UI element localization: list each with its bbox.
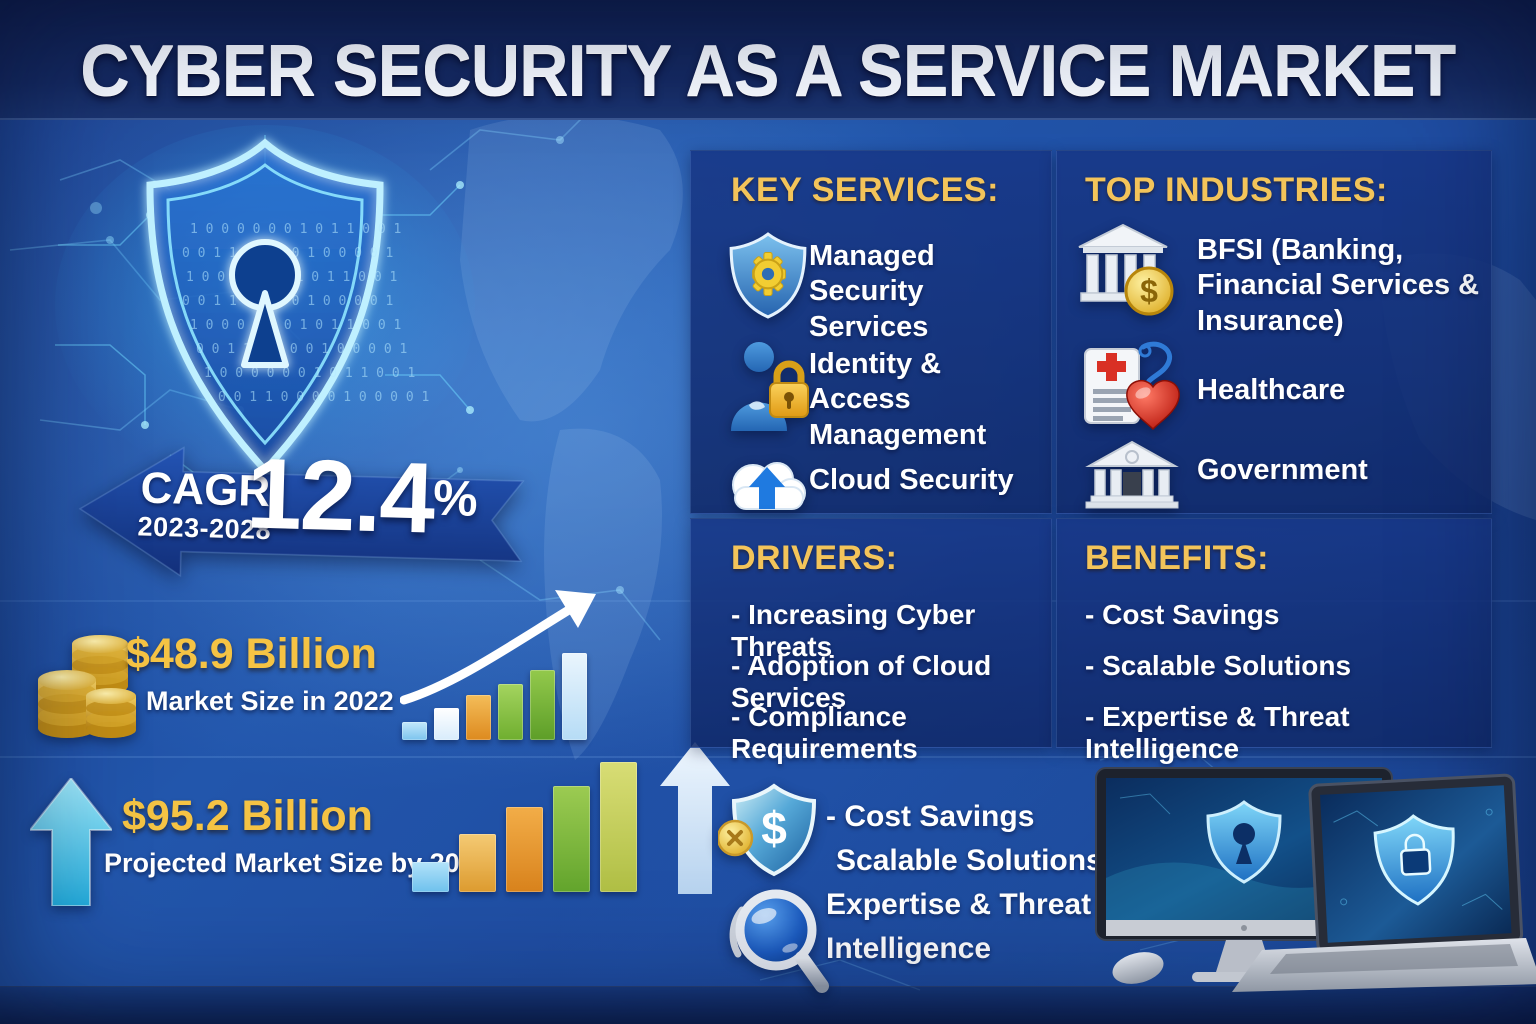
benefits-title: BENEFITS:	[1085, 539, 1269, 577]
key-service-label: Cloud Security	[809, 464, 1014, 496]
market-size-2022-label: Market Size in 2022	[146, 686, 394, 716]
driver-item: - Adoption of Cloud Services	[731, 650, 992, 713]
market-size-2022-value: $48.9 Billion	[126, 630, 377, 678]
panel-key-services: KEY SERVICES: Managed Security Services	[690, 150, 1052, 514]
callout-expertise-line1: Expertise & Threat	[826, 888, 1092, 921]
panel-benefits: BENEFITS: - Cost Savings - Scalable Solu…	[1056, 518, 1492, 764]
chart-bar	[553, 786, 590, 892]
dollar-shield-coin-icon: $	[718, 783, 817, 877]
benefit-item: - Cost Savings	[1085, 599, 1280, 630]
key-service-label: Managed Security Services	[809, 240, 935, 343]
chart-bar	[506, 807, 543, 892]
binary-pattern: 0 0 1 1 0 0 0 0 1 0 0 0 0 1	[218, 390, 429, 405]
chart-bar	[530, 670, 555, 740]
header: CYBER SECURITY AS A SERVICE MARKET	[0, 30, 1536, 112]
binary-pattern: 1 0 0 0 0 0 0 1 0 1 1 0 0 1	[204, 366, 415, 381]
market-size-2028-value: $95.2 Billion	[122, 792, 373, 840]
industry-label: Healthcare	[1197, 374, 1346, 406]
drivers-title: DRIVERS:	[731, 539, 898, 577]
cagr-ribbon: CAGR: 2023-2028 12.4%	[76, 437, 528, 590]
up-arrow-icon	[30, 778, 112, 906]
cloud-security-upload-icon	[732, 462, 806, 510]
binary-pattern: 0 0 1 1 0 0 0 0 1 0 0 0 0 1	[196, 342, 407, 357]
chart-bar	[466, 695, 491, 740]
identity-access-lock-icon	[731, 342, 809, 431]
panel-drivers: DRIVERS: - Increasing Cyber Threats - Ad…	[690, 518, 1052, 764]
gold-coins-icon	[38, 635, 136, 738]
bottom-band	[0, 986, 1536, 1024]
computer-mouse	[1112, 952, 1164, 984]
chart-bar	[459, 834, 496, 892]
cagr-number: 12.4	[245, 437, 435, 555]
healthcare-record-heart-icon	[1084, 341, 1180, 431]
ribbon-banner-shape	[78, 446, 525, 578]
chart-bar	[402, 722, 427, 740]
benefit-item: - Expertise & Threat Intelligence	[1085, 701, 1350, 764]
chart-bar	[498, 684, 523, 740]
dollar-sign-glyph: $	[761, 802, 787, 854]
cyber-shield-keyhole-illustration: 1 0 0 0 0 0 0 1 0 1 1 0 0 1 0 0 1 1 0 0 …	[55, 125, 475, 489]
callout-cost-savings: - Cost Savings	[826, 800, 1035, 833]
dollar-sign-glyph: $	[1140, 273, 1158, 309]
panel-top-industries: TOP INDUSTRIES: $ BFSI (Banking, Financi…	[1056, 150, 1492, 514]
chart-bar	[434, 708, 459, 740]
laptop	[1232, 773, 1536, 992]
driver-item: - Increasing Cyber Threats	[731, 599, 976, 662]
callout-scalable-solutions: Scalable Solutions	[836, 844, 1103, 877]
growth-bar-chart-2022	[402, 600, 614, 740]
binary-pattern: 1 0 0 0 0 0 0 1 0 1 1 0 0 1	[190, 318, 401, 333]
driver-item: - Compliance Requirements	[731, 701, 918, 764]
top-industries-title: TOP INDUSTRIES:	[1085, 171, 1388, 209]
industry-label: BFSI (Banking, Financial Services & Insu…	[1197, 234, 1480, 337]
bank-building-dollar-icon: $	[1078, 223, 1174, 316]
cagr-percent-sign: %	[432, 469, 479, 527]
magnifier-icon	[729, 889, 829, 993]
divider-line	[0, 756, 1536, 758]
cagr-value: 12.4%	[245, 436, 479, 557]
benefit-item: - Scalable Solutions	[1085, 650, 1352, 681]
key-services-title: KEY SERVICES:	[731, 171, 999, 209]
chart-bar	[412, 862, 449, 892]
managed-security-shield-gear-icon	[729, 232, 807, 319]
industry-label: Government	[1197, 454, 1368, 486]
title-band	[0, 0, 1536, 120]
secured-devices-illustration	[1095, 767, 1536, 992]
page-title: CYBER SECURITY AS A SERVICE MARKET	[80, 31, 1456, 111]
binary-pattern: 1 0 0 0 0 0 0 1 0 1 1 0 0 1	[190, 222, 401, 237]
government-building-icon	[1085, 440, 1179, 509]
chart-bar	[600, 762, 637, 892]
key-service-label: Identity & Access Management	[809, 348, 987, 451]
growth-bar-chart-2028	[412, 742, 658, 892]
chart-bar	[562, 653, 587, 740]
callout-expertise-line2: Intelligence	[826, 932, 992, 965]
